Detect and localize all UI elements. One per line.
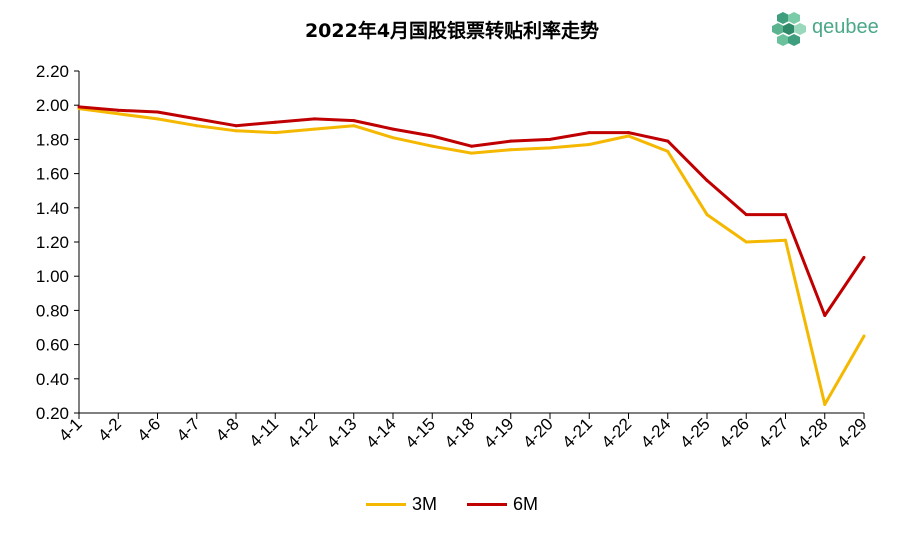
data-point-3m bbox=[195, 124, 199, 128]
x-tick-label: 4-13 bbox=[323, 414, 360, 451]
logo: qeubee bbox=[772, 10, 892, 46]
data-point-6m bbox=[313, 117, 316, 121]
y-tick-label: 1.20 bbox=[36, 233, 69, 252]
x-tick-label: 4-20 bbox=[519, 414, 556, 451]
series-line-6m bbox=[78, 105, 866, 317]
cube-cluster-icon bbox=[772, 12, 806, 46]
data-point-3m bbox=[862, 334, 866, 338]
data-point-3m bbox=[313, 127, 316, 131]
x-tick-label: 4-29 bbox=[833, 414, 870, 451]
data-point-3m bbox=[156, 117, 159, 121]
data-point-6m bbox=[744, 213, 748, 217]
x-tick-label: 4-24 bbox=[637, 414, 674, 451]
data-point-6m bbox=[391, 127, 395, 131]
data-point-3m bbox=[234, 129, 238, 133]
data-point-6m bbox=[470, 144, 473, 148]
x-tick-label: 4-27 bbox=[755, 414, 792, 451]
x-tick-label: 4-12 bbox=[284, 414, 321, 451]
data-point-6m bbox=[156, 110, 159, 114]
legend-label-6m: 6M bbox=[513, 494, 539, 514]
legend-item-3m: 3M bbox=[365, 494, 437, 515]
data-point-3m bbox=[470, 151, 473, 155]
data-point-3m bbox=[823, 402, 827, 406]
data-point-6m bbox=[823, 314, 827, 318]
data-point-3m bbox=[548, 146, 552, 150]
y-tick-label: 1.60 bbox=[36, 165, 69, 184]
y-tick-label: 1.00 bbox=[36, 267, 69, 286]
data-point-6m bbox=[352, 119, 356, 123]
x-tick-label: 4-26 bbox=[716, 414, 753, 451]
data-point-6m bbox=[77, 105, 81, 109]
data-point-6m bbox=[116, 108, 120, 112]
y-tick-label: 0.40 bbox=[36, 370, 69, 389]
data-point-3m bbox=[744, 240, 748, 244]
x-tick-label: 4-6 bbox=[134, 414, 165, 445]
data-point-6m bbox=[784, 213, 787, 217]
data-point-6m bbox=[430, 134, 434, 138]
x-tick-label: 4-2 bbox=[94, 414, 125, 445]
data-point-3m bbox=[784, 238, 787, 242]
data-point-3m bbox=[430, 144, 434, 148]
x-tick-label: 4-18 bbox=[441, 414, 478, 451]
legend-swatch-3m bbox=[365, 503, 406, 506]
data-point-3m bbox=[116, 112, 120, 116]
legend-label-3m: 3M bbox=[411, 494, 437, 514]
x-tick-label: 4-22 bbox=[598, 414, 635, 451]
data-point-3m bbox=[273, 131, 277, 135]
data-point-6m bbox=[627, 131, 630, 135]
data-point-3m bbox=[705, 213, 709, 217]
legend: 3M 6M bbox=[0, 494, 904, 515]
x-tick-label: 4-28 bbox=[794, 414, 831, 451]
data-point-3m bbox=[352, 124, 356, 128]
data-point-6m bbox=[195, 117, 199, 121]
x-tick-label: 4-14 bbox=[362, 414, 399, 451]
data-point-3m bbox=[666, 149, 670, 153]
data-point-6m bbox=[509, 139, 513, 143]
y-tick-label: 1.40 bbox=[36, 199, 69, 218]
x-tick-label: 4-11 bbox=[245, 414, 282, 451]
chart-title: 2022年4月国股银票转贴利率走势 bbox=[304, 20, 600, 42]
data-point-6m bbox=[548, 137, 552, 141]
y-tick-label: 1.80 bbox=[36, 130, 69, 149]
data-point-3m bbox=[391, 136, 395, 140]
y-tick-label: 0.80 bbox=[36, 301, 69, 320]
y-tick-label: 2.20 bbox=[36, 62, 69, 81]
data-point-3m bbox=[587, 143, 591, 147]
data-point-6m bbox=[587, 131, 591, 135]
chart-series bbox=[77, 105, 866, 406]
data-point-3m bbox=[627, 134, 630, 138]
logo-text: qeubee bbox=[812, 16, 879, 38]
data-point-6m bbox=[862, 255, 866, 259]
y-tick-label: 0.60 bbox=[36, 336, 69, 355]
data-point-6m bbox=[666, 139, 670, 143]
x-tick-label: 4-19 bbox=[480, 414, 517, 451]
legend-item-6m: 6M bbox=[467, 494, 538, 515]
legend-swatch-6m bbox=[467, 503, 507, 506]
x-tick-label: 4-15 bbox=[402, 414, 439, 451]
x-tick-label: 4-7 bbox=[173, 414, 204, 445]
x-tick-label: 4-21 bbox=[559, 414, 596, 451]
data-point-6m bbox=[273, 120, 277, 124]
x-tick-label: 4-8 bbox=[212, 414, 243, 445]
y-tick-label: 0.20 bbox=[36, 404, 69, 423]
data-point-6m bbox=[234, 124, 238, 128]
data-point-6m bbox=[705, 178, 709, 182]
data-point-3m bbox=[509, 148, 513, 152]
x-tick-label: 4-25 bbox=[676, 414, 713, 451]
y-tick-label: 2.00 bbox=[36, 96, 69, 115]
